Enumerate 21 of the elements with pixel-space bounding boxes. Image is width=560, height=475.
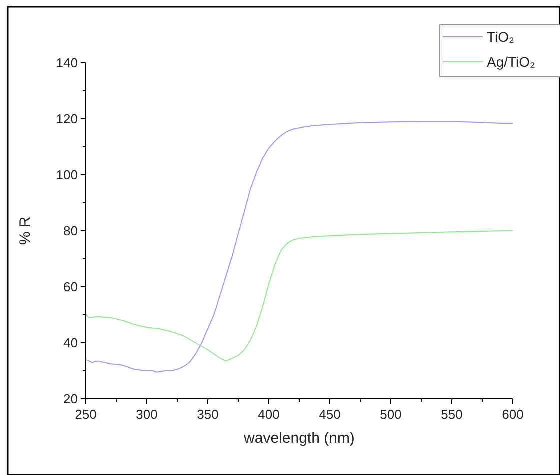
x-tick-label: 250 <box>75 407 97 422</box>
x-tick-label: 600 <box>502 407 524 422</box>
legend-label: TiO₂ <box>487 29 514 45</box>
y-tick-label: 100 <box>56 168 78 182</box>
y-tick-label: 60 <box>64 280 78 294</box>
line-series <box>86 121 514 373</box>
x-tick-label: 400 <box>258 407 280 422</box>
y-tick-label: 20 <box>64 392 78 406</box>
x-axis-title: wavelength (nm) <box>243 430 355 447</box>
y-tick-label: 80 <box>64 224 78 238</box>
x-tick-label: 350 <box>197 407 219 422</box>
x-tick-label: 550 <box>441 407 463 422</box>
y-axis-title: % R <box>17 216 34 246</box>
x-tick-label: 300 <box>136 407 158 422</box>
y-tick-label: 140 <box>56 56 78 70</box>
y-tick-label: 120 <box>56 112 78 126</box>
y-tick-label: 40 <box>64 336 78 350</box>
line-series <box>86 230 514 362</box>
legend-label: Ag/TiO₂ <box>487 54 536 70</box>
x-tick-label: 450 <box>319 407 341 422</box>
x-tick-label: 500 <box>380 407 402 422</box>
